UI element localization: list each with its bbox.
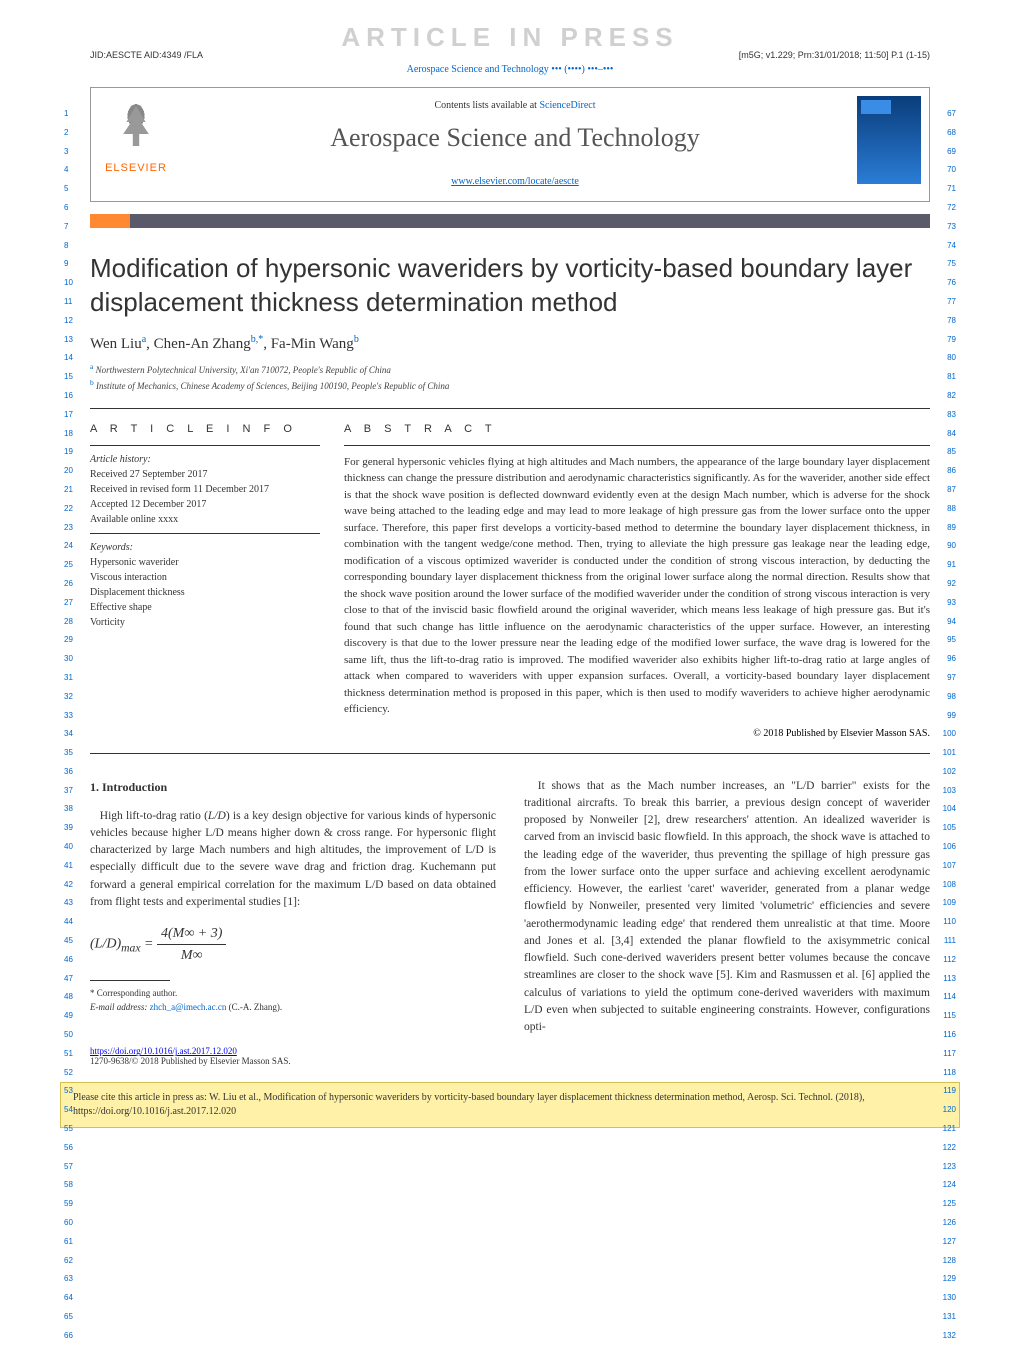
affiliation-b: b Institute of Mechanics, Chinese Academ… (90, 377, 930, 394)
contents-prefix: Contents lists available at (434, 100, 539, 111)
history-label: Article history: (90, 452, 320, 467)
keyword-4: Vorticity (90, 615, 320, 630)
keyword-0: Hypersonic waverider (90, 555, 320, 570)
affiliations: a Northwestern Polytechnical University,… (90, 361, 930, 394)
contents-lists: Contents lists available at ScienceDirec… (193, 100, 837, 111)
author-1: Chen-An Zhang (154, 336, 251, 352)
elsevier-tree-icon (106, 98, 166, 158)
p1-pre: High lift-to-drag ratio ( (100, 810, 208, 822)
email-label: E-mail address: (90, 1002, 150, 1012)
author-0: Wen Liu (90, 336, 142, 352)
line-numbers-left: 1234567891011121314151617181920212223242… (64, 105, 73, 1346)
eq-numerator: 4(M∞ + 3) (157, 923, 226, 945)
divider-bottom (90, 753, 930, 754)
history-block: Article history: Received 27 September 2… (90, 445, 320, 533)
affil-a-sup: a (90, 362, 93, 371)
eq-denominator: M∞ (157, 945, 226, 966)
email-link[interactable]: zhch_a@imech.ac.cn (150, 1002, 227, 1012)
p1-post: ) is a key design objective for various … (90, 810, 496, 908)
footnote-separator (90, 980, 170, 981)
author-1-sup: b,* (251, 334, 264, 345)
intro-para-1: High lift-to-drag ratio (L/D) is a key d… (90, 808, 496, 912)
journal-name: Aerospace Science and Technology (193, 123, 837, 153)
keywords-label: Keywords: (90, 540, 320, 555)
sciencedirect-link[interactable]: ScienceDirect (539, 100, 595, 111)
email-line: E-mail address: zhch_a@imech.ac.cn (C.-A… (90, 1001, 496, 1015)
eq-lhs: (L/D) (90, 937, 121, 952)
footnotes: * Corresponding author. E-mail address: … (90, 987, 496, 1014)
eq-eq: = (141, 937, 157, 952)
elsevier-text: ELSEVIER (101, 162, 171, 174)
right-column: It shows that as the Mach number increas… (524, 778, 930, 1037)
line-numbers-right: 6768697071727374757677787980818283848586… (943, 105, 956, 1346)
body-columns: 1. Introduction High lift-to-drag ratio … (90, 778, 930, 1037)
intro-para-2: It shows that as the Mach number increas… (524, 778, 930, 1037)
section-1-heading: 1. Introduction (90, 778, 496, 796)
keyword-3: Effective shape (90, 600, 320, 615)
jid-left: JID:AESCTE AID:4349 /FLA (90, 50, 203, 60)
keyword-1: Viscous interaction (90, 570, 320, 585)
doi-line: https://doi.org/10.1016/j.ast.2017.12.02… (90, 1046, 930, 1056)
equation-1: (L/D)max = 4(M∞ + 3) M∞ (90, 923, 496, 966)
cover-thumbnail (857, 96, 921, 184)
doi-link[interactable]: https://doi.org/10.1016/j.ast.2017.12.02… (90, 1046, 237, 1056)
abstract-copyright: © 2018 Published by Elsevier Masson SAS. (344, 728, 930, 739)
author-list: Wen Liua, Chen-An Zhangb,*, Fa-Min Wangb (90, 334, 930, 353)
author-2: Fa-Min Wang (271, 336, 354, 352)
history-accepted: Accepted 12 December 2017 (90, 497, 320, 512)
abstract-heading: A B S T R A C T (344, 423, 930, 435)
article-info-col: A R T I C L E I N F O Article history: R… (90, 409, 320, 739)
affil-a-text: Northwestern Polytechnical University, X… (96, 365, 391, 375)
info-abstract-row: A R T I C L E I N F O Article history: R… (90, 409, 930, 739)
citation-box: Please cite this article in press as: W.… (60, 1082, 960, 1128)
email-name: (C.-A. Zhang). (226, 1002, 282, 1012)
affil-b-sup: b (90, 378, 94, 387)
history-revised: Received in revised form 11 December 201… (90, 482, 320, 497)
accent-bar (90, 214, 930, 228)
corresponding-author: * Corresponding author. (90, 987, 496, 1001)
history-received: Received 27 September 2017 (90, 467, 320, 482)
keywords-block: Keywords: Hypersonic waverider Viscous i… (90, 533, 320, 636)
keyword-2: Displacement thickness (90, 585, 320, 600)
journal-header-box: ELSEVIER Contents lists available at Sci… (90, 87, 930, 202)
journal-cover (849, 88, 929, 201)
elsevier-logo: ELSEVIER (91, 88, 181, 201)
p1-ld: L/D (208, 810, 226, 822)
affil-b-text: Institute of Mechanics, Chinese Academy … (96, 381, 449, 391)
article-info-heading: A R T I C L E I N F O (90, 423, 320, 435)
copyright-line: 1270-9638/© 2018 Published by Elsevier M… (90, 1056, 930, 1066)
running-head: Aerospace Science and Technology ••• (••… (0, 64, 1020, 75)
abstract-col: A B S T R A C T For general hypersonic v… (344, 409, 930, 739)
jid-right: [m5G; v1.229; Prn:31/01/2018; 11:50] P.1… (739, 50, 930, 60)
history-online: Available online xxxx (90, 512, 320, 527)
affiliation-a: a Northwestern Polytechnical University,… (90, 361, 930, 378)
author-2-sup: b (354, 334, 359, 345)
eq-sub: max (121, 942, 140, 955)
journal-url[interactable]: www.elsevier.com/locate/aescte (451, 176, 579, 187)
article-title: Modification of hypersonic waveriders by… (90, 252, 930, 320)
left-column: 1. Introduction High lift-to-drag ratio … (90, 778, 496, 1037)
in-press-watermark: ARTICLE IN PRESS (341, 22, 678, 53)
author-0-sup: a (142, 334, 146, 345)
abstract-text: For general hypersonic vehicles flying a… (344, 445, 930, 718)
journal-center: Contents lists available at ScienceDirec… (181, 88, 849, 201)
